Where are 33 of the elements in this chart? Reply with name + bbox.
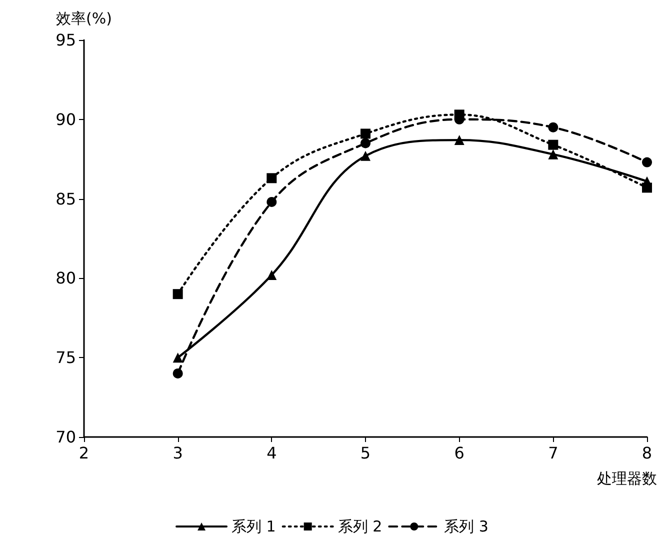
- point: [548, 149, 558, 160]
- point: [360, 138, 370, 148]
- x-tick-label: 8: [642, 444, 652, 462]
- y-tick-label: 75: [56, 348, 76, 368]
- y-tick-label: 85: [56, 189, 76, 208]
- point: [454, 110, 464, 120]
- point: [266, 173, 277, 184]
- point: [360, 150, 370, 161]
- x-tick-label: 5: [360, 444, 371, 462]
- y-tick-label: 95: [56, 30, 76, 50]
- y-tick-label: 70: [56, 428, 76, 446]
- y-tick-label: 80: [56, 268, 76, 288]
- legend-label: 系列 1: [232, 518, 276, 536]
- point: [454, 135, 464, 146]
- point: [266, 196, 277, 207]
- point: [548, 122, 558, 132]
- point: [172, 289, 183, 300]
- x-tick-label: 4: [266, 444, 277, 462]
- y-tick-label: 90: [56, 110, 76, 129]
- x-axis-title: 处理器数: [597, 470, 657, 488]
- point: [642, 157, 652, 168]
- legend-label: 系列 3: [444, 518, 488, 536]
- point: [266, 270, 277, 280]
- point: [172, 352, 183, 363]
- x-tick-label: 6: [454, 444, 464, 462]
- legend-label: 系列 2: [338, 518, 382, 536]
- x-tick-label: 7: [548, 444, 558, 462]
- y-axis-title: 效率(%): [56, 10, 112, 28]
- x-tick-label: 3: [172, 444, 183, 462]
- point: [548, 140, 558, 150]
- x-tick-label: 2: [78, 444, 90, 462]
- point: [172, 368, 183, 378]
- point: [360, 128, 370, 139]
